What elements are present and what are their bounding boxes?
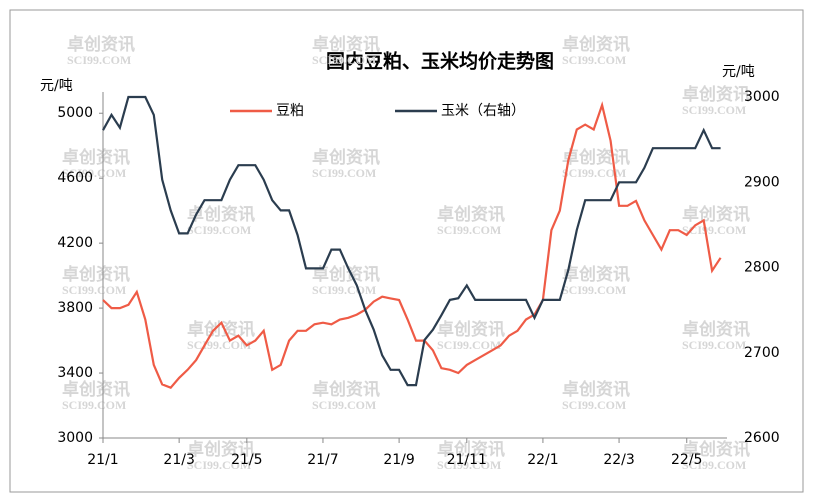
- y2-tick-label: 2900: [744, 174, 780, 190]
- watermark: SCI99.COM: [312, 398, 376, 412]
- watermark: 卓创资讯: [682, 439, 750, 460]
- watermark: SCI99.COM: [312, 166, 376, 180]
- watermark: SCI99.COM: [437, 458, 501, 472]
- series-line: [102, 95, 721, 387]
- watermark: SCI99.COM: [562, 53, 626, 67]
- watermark: SCI99.COM: [682, 338, 746, 352]
- legend-label: 豆粕: [276, 103, 304, 119]
- watermark: SCI99.COM: [187, 223, 251, 237]
- watermark: 卓创资讯: [312, 264, 380, 285]
- y-tick-label: 3400: [57, 365, 93, 381]
- x-tick-label: 21/5: [231, 452, 262, 468]
- watermark: 卓创资讯: [67, 34, 135, 55]
- watermark: 卓创资讯: [312, 379, 380, 400]
- y2-tick-label: 2800: [744, 260, 780, 276]
- watermark: SCI99.COM: [67, 53, 131, 67]
- watermark: SCI99.COM: [562, 398, 626, 412]
- y2-tick-label: 2700: [744, 345, 780, 361]
- watermark: 卓创资讯: [187, 204, 255, 225]
- watermark: SCI99.COM: [62, 398, 126, 412]
- watermark: SCI99.COM: [682, 458, 746, 472]
- watermark: 卓创资讯: [62, 379, 130, 400]
- y-axis-label: 元/吨: [40, 78, 73, 94]
- watermark: SCI99.COM: [562, 166, 626, 180]
- x-tick-label: 21/7: [307, 452, 338, 468]
- watermark: SCI99.COM: [562, 283, 626, 297]
- watermark: 卓创资讯: [682, 319, 750, 340]
- legend-label: 玉米（右轴）: [441, 103, 525, 119]
- y-tick-label: 4200: [57, 235, 93, 251]
- watermark: 卓创资讯: [437, 439, 505, 460]
- y2-tick-label: 3000: [744, 89, 780, 105]
- watermark: 卓创资讯: [437, 319, 505, 340]
- y-tick-label: 3800: [57, 300, 93, 316]
- watermark: 卓创资讯: [312, 34, 380, 55]
- x-tick-label: 21/11: [447, 452, 487, 468]
- x-tick-label: 21/1: [87, 452, 118, 468]
- watermark: 卓创资讯: [312, 147, 380, 168]
- x-tick-label: 22/5: [671, 452, 702, 468]
- watermark: SCI99.COM: [187, 458, 251, 472]
- y-tick-label: 5000: [57, 105, 93, 121]
- watermark: SCI99.COM: [682, 223, 746, 237]
- watermark: SCI99.COM: [312, 53, 376, 67]
- watermark: SCI99.COM: [62, 166, 126, 180]
- watermark: SCI99.COM: [312, 283, 376, 297]
- y-tick-label: 3000: [57, 430, 93, 446]
- watermark: 卓创资讯: [437, 204, 505, 225]
- x-tick-label: 21/9: [383, 452, 414, 468]
- series-line: [102, 101, 722, 390]
- watermark: SCI99.COM: [682, 103, 746, 117]
- x-tick-label: 21/3: [163, 452, 194, 468]
- watermark: SCI99.COM: [437, 338, 501, 352]
- chart-title: 国内豆粕、玉米均价走势图: [326, 50, 554, 73]
- x-tick-label: 22/1: [527, 452, 558, 468]
- chart-frame: [9, 9, 804, 493]
- watermark: SCI99.COM: [62, 283, 126, 297]
- watermark: 卓创资讯: [682, 84, 750, 105]
- watermark: SCI99.COM: [437, 223, 501, 237]
- watermark: 卓创资讯: [562, 379, 630, 400]
- y2-axis-label: 元/吨: [722, 64, 755, 80]
- y-tick-label: 4600: [57, 170, 93, 186]
- watermark: 卓创资讯: [62, 147, 130, 168]
- watermark: 卓创资讯: [682, 204, 750, 225]
- watermark: 卓创资讯: [62, 264, 130, 285]
- watermark: 卓创资讯: [187, 439, 255, 460]
- watermark: 卓创资讯: [562, 264, 630, 285]
- y2-tick-label: 2600: [744, 430, 780, 446]
- x-tick-label: 22/3: [603, 452, 634, 468]
- watermark: 卓创资讯: [562, 34, 630, 55]
